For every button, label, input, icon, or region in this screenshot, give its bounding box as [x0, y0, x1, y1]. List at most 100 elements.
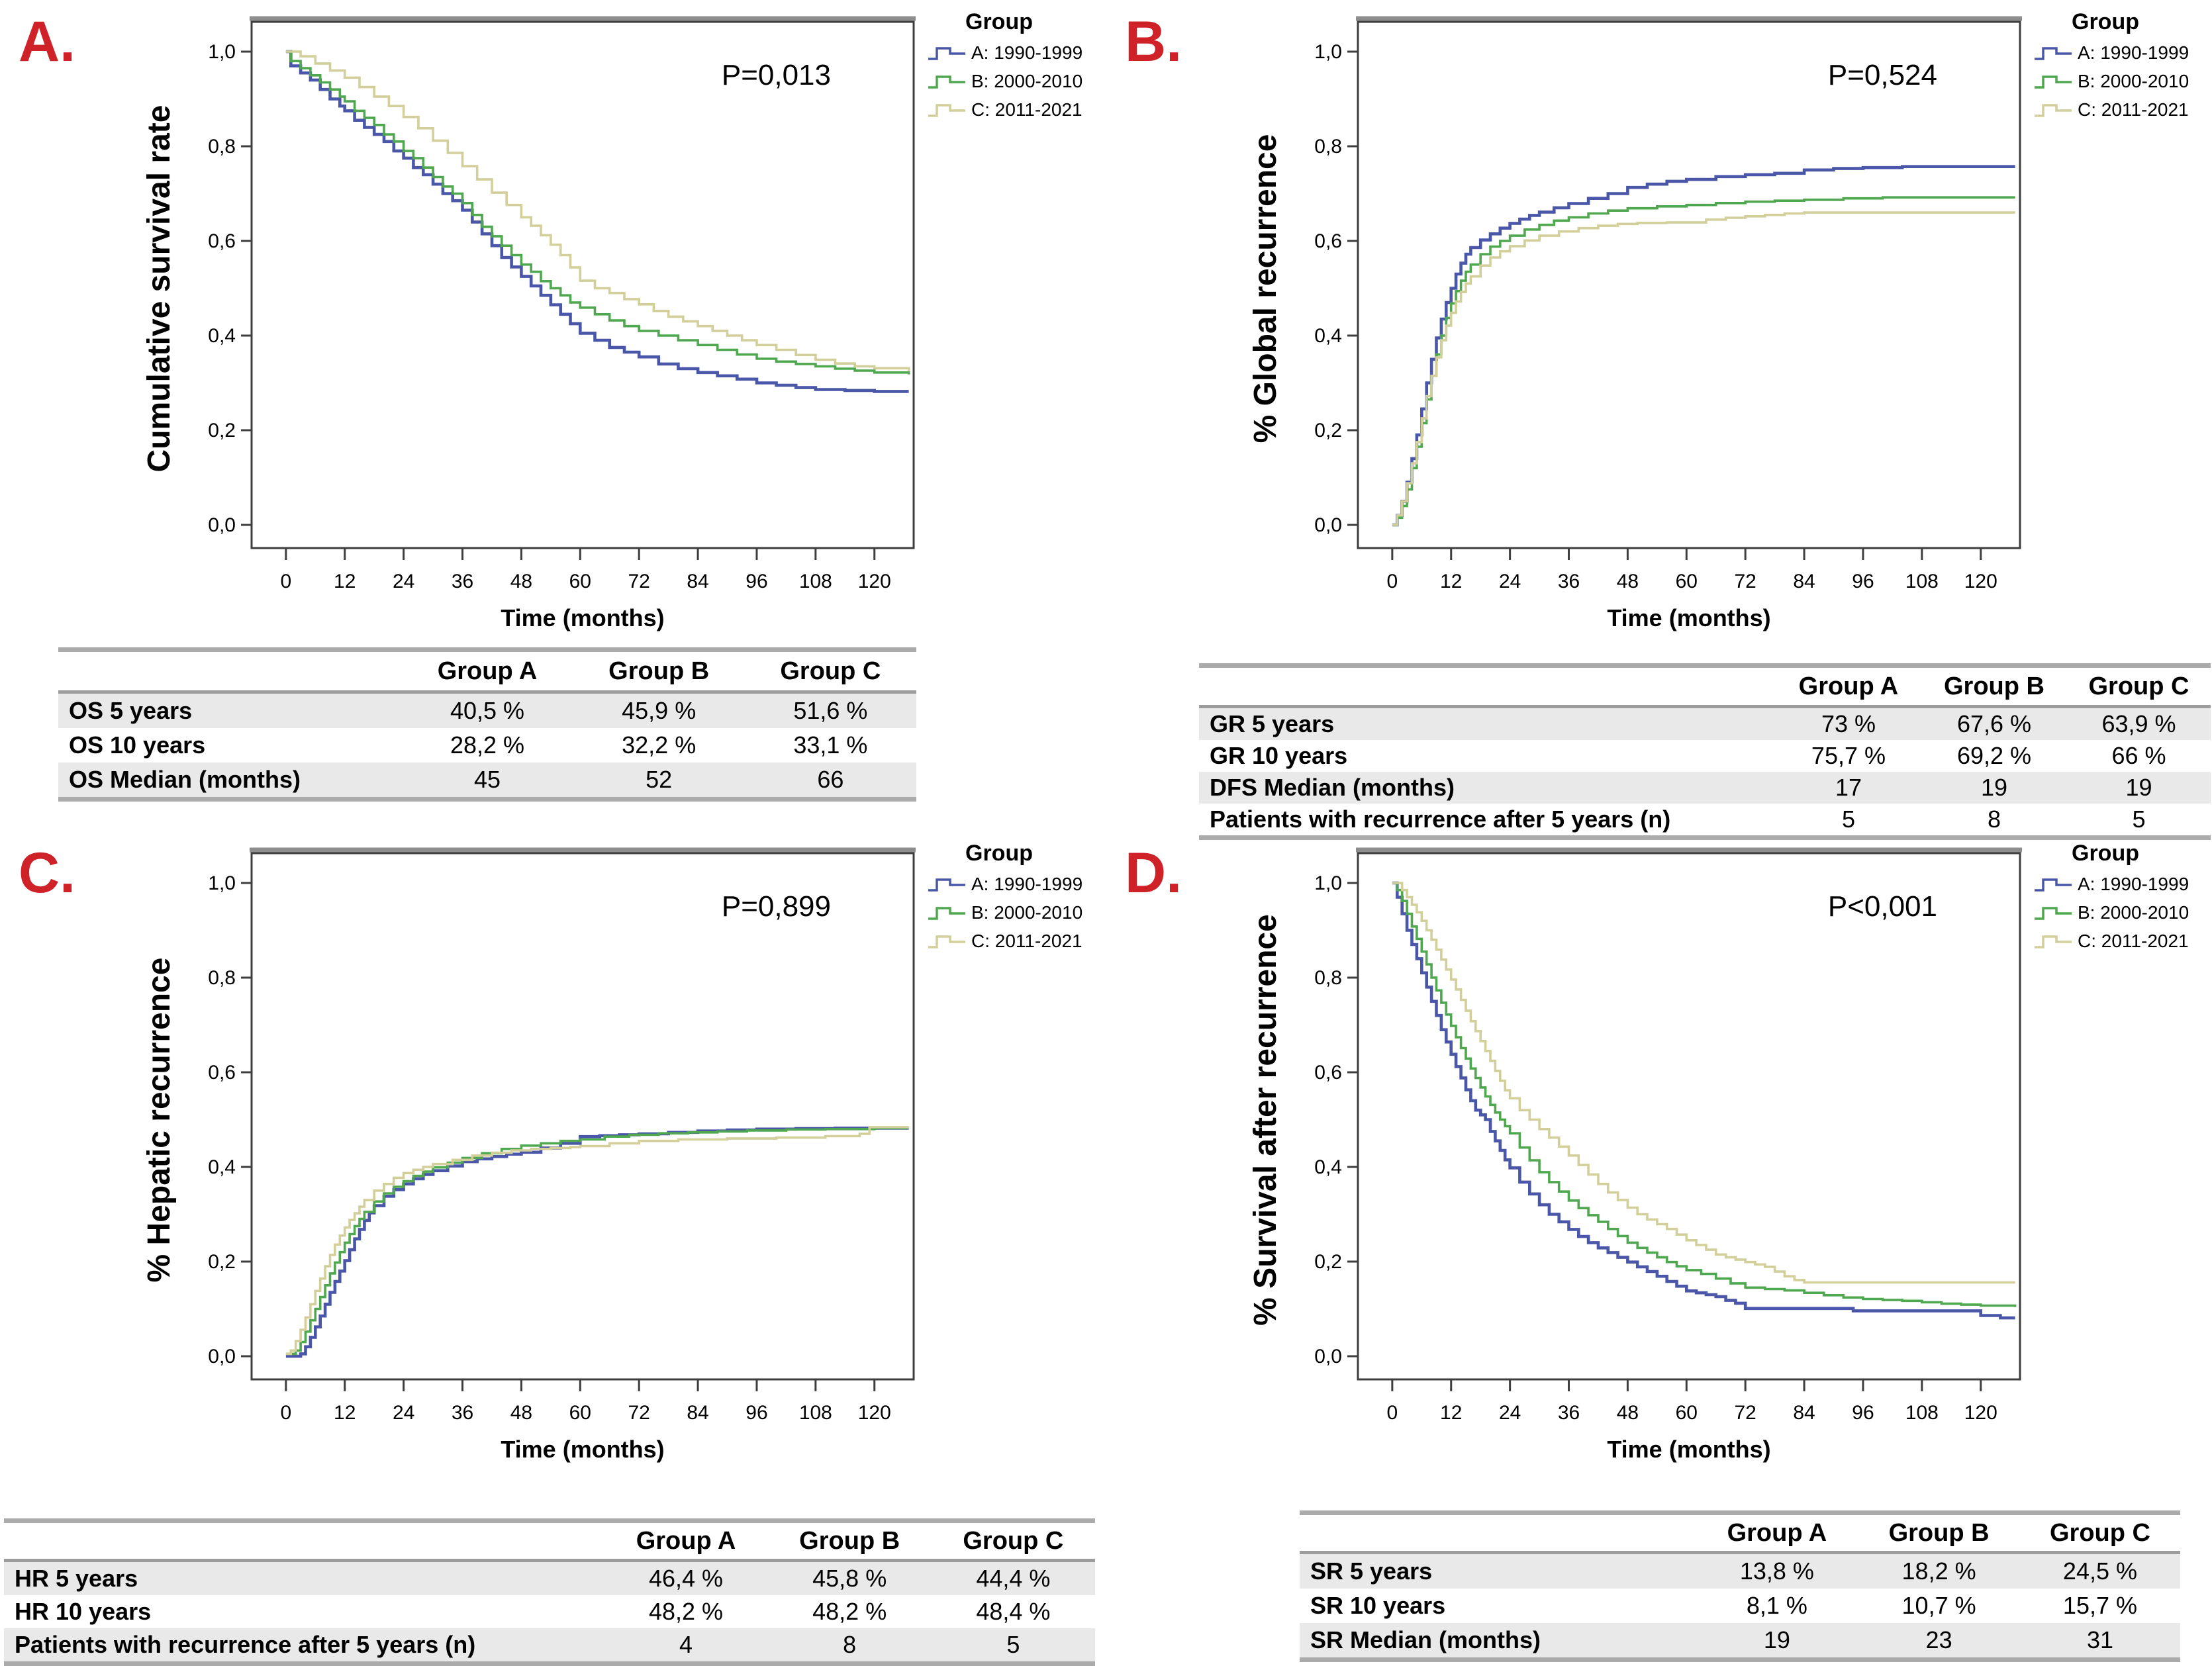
legend-line-sample-A	[2035, 878, 2072, 892]
y-tick-label: 0,6	[208, 230, 236, 252]
table-header-cell: Group C	[963, 1526, 1064, 1555]
legend-line-sample-B	[928, 907, 965, 920]
x-tick-label: 0	[1387, 571, 1398, 592]
table-cell: 23	[1925, 1626, 1952, 1653]
table-cell: 32,2 %	[622, 731, 697, 759]
x-tick-label: 36	[1558, 571, 1580, 592]
y-tick-label: 0,0	[208, 1346, 236, 1367]
x-tick-label: 36	[452, 1402, 473, 1424]
panel-letter: A.	[19, 10, 75, 73]
table-row: DFS Median (months) 17 19 19	[1199, 772, 2211, 804]
legend: Group A: 1990-1999 B: 2000-2010 C: 2011-202…	[2033, 841, 2207, 952]
legend-step-line-icon	[2035, 75, 2072, 89]
table-header-cell: Group B	[1888, 1518, 1990, 1547]
legend-step-line-icon	[928, 878, 965, 892]
legend-entry-B: B: 2000-2010	[2033, 71, 2207, 92]
x-tick-label: 36	[452, 571, 473, 592]
x-tick-label: 108	[799, 571, 832, 592]
table-row-label: SR 5 years	[1310, 1557, 1433, 1585]
table-header-row: Group A Group B Group C	[1300, 1515, 2180, 1554]
table-header-row: Group A Group B Group C	[58, 652, 916, 694]
table-cell: 45	[473, 766, 501, 793]
y-tick-label: 1,0	[208, 41, 236, 63]
x-tick-label: 24	[393, 1402, 414, 1424]
survival-curve-A	[1392, 881, 2015, 1320]
table-row-label: OS Median (months)	[69, 766, 301, 793]
x-tick-label: 96	[1852, 1402, 1874, 1424]
legend-step-line-icon	[2035, 878, 2072, 892]
table-row-label: HR 5 years	[15, 1565, 138, 1592]
legend-entry-B: B: 2000-2010	[927, 71, 1100, 92]
x-tick-label: 120	[1964, 571, 1997, 592]
legend-entry-B: B: 2000-2010	[927, 902, 1100, 923]
y-tick-label: 0,6	[1314, 230, 1342, 252]
legend-line-sample-A	[928, 878, 965, 892]
table-row-label: OS 5 years	[69, 697, 193, 724]
km-chart-global-recurrence: 0,0 0,2 0,4 0,6 0,8 1,0 0 12 24 36 48 60 72 84 96 108 12…	[1248, 16, 2022, 631]
panel-C-hepatic-recurrence: C. 0,0 0,2 0,4 0,6 0,8 1,0 0 12 24 36 48 60 72 84 96 10…	[0, 831, 1106, 1666]
table-cell: 8,1 %	[1746, 1592, 1807, 1619]
table-row-label: SR Median (months)	[1310, 1626, 1541, 1653]
table-cell: 40,5 %	[450, 697, 525, 724]
km-chart-hepatic-recurrence: 0,0 0,2 0,4 0,6 0,8 1,0 0 12 24 36 48 60 72 84 96 108 12…	[142, 847, 916, 1463]
x-tick-label: 12	[1440, 1402, 1462, 1424]
survival-curve-C	[285, 50, 910, 371]
y-tick-label: 0,2	[1314, 1251, 1342, 1273]
y-tick-label: 0,4	[208, 325, 236, 347]
table-header-cell: Group A	[1798, 672, 1899, 700]
y-tick-label: 1,0	[1314, 41, 1342, 63]
table-row: GR 5 years 73 % 67,6 % 63,9 %	[1199, 708, 2211, 740]
x-tick-label: 84	[1793, 1402, 1815, 1424]
legend-step-line-icon	[928, 907, 965, 920]
survival-curve-B	[1392, 882, 2017, 1307]
table-header-row: Group A Group B Group C	[1199, 668, 2211, 708]
y-tick-label: 0,0	[208, 514, 236, 536]
legend-step-line-icon	[928, 935, 965, 949]
x-axis-label: Time (months)	[1607, 604, 1770, 631]
table-cell: 15,7 %	[2062, 1592, 2137, 1619]
legend-label: C: 2011-2021	[971, 99, 1082, 120]
table-row-label: HR 10 years	[15, 1598, 152, 1625]
legend-entry-C: C: 2011-2021	[927, 99, 1100, 120]
legend-step-line-icon	[2035, 104, 2072, 117]
legend-label: B: 2000-2010	[2078, 902, 2189, 923]
table-cell: 8	[843, 1631, 857, 1658]
table-row-label: GR 10 years	[1210, 742, 1348, 769]
stats-table: Group A Group B Group C OS 5 years 40,5 % 45,…	[58, 647, 916, 802]
x-tick-label: 60	[1676, 571, 1698, 592]
table-cell: 28,2 %	[450, 731, 525, 759]
table-row: SR 10 years 8,1 % 10,7 % 15,7 %	[1300, 1589, 2180, 1623]
legend-label: A: 1990-1999	[971, 874, 1083, 894]
table-row-label: Patients with recurrence after 5 years (…	[15, 1631, 476, 1658]
survival-curve-C	[1392, 211, 2015, 526]
table-row-label: SR 10 years	[1310, 1592, 1446, 1619]
plot-frame	[1357, 852, 2021, 1381]
table-cell: 13,8 %	[1739, 1557, 1814, 1585]
table-cell: 5	[1006, 1631, 1020, 1658]
legend-entry-C: C: 2011-2021	[2033, 99, 2207, 120]
p-value: P=0,013	[722, 59, 831, 91]
p-value: P<0,001	[1828, 890, 1937, 923]
y-tick-label: 0,8	[208, 967, 236, 989]
table-header-cell: Group B	[799, 1526, 900, 1555]
x-axis-label: Time (months)	[501, 604, 664, 631]
x-tick-label: 36	[1558, 1402, 1580, 1424]
x-tick-label: 72	[628, 571, 649, 592]
y-tick-label: 0,0	[1314, 1346, 1342, 1367]
y-tick-label: 0,8	[1314, 967, 1342, 989]
legend-line-sample-A	[928, 47, 965, 60]
table-row: OS 10 years 28,2 % 32,2 % 33,1 %	[58, 728, 916, 763]
legend-line-sample-C	[928, 104, 965, 117]
x-axis-label: Time (months)	[501, 1436, 664, 1463]
x-tick-label: 0	[1387, 1402, 1398, 1424]
legend-step-line-icon	[2035, 47, 2072, 60]
legend-step-line-icon	[2035, 907, 2072, 920]
y-tick-label: 0,8	[208, 136, 236, 158]
table-header-cell: Group A	[1727, 1518, 1827, 1547]
table-cell: 5	[2132, 806, 2146, 833]
x-tick-label: 120	[1964, 1402, 1997, 1424]
y-tick-label: 0,4	[1314, 1156, 1342, 1178]
table-cell: 8	[1987, 806, 2001, 833]
x-tick-label: 96	[745, 1402, 767, 1424]
legend-step-line-icon	[928, 47, 965, 60]
